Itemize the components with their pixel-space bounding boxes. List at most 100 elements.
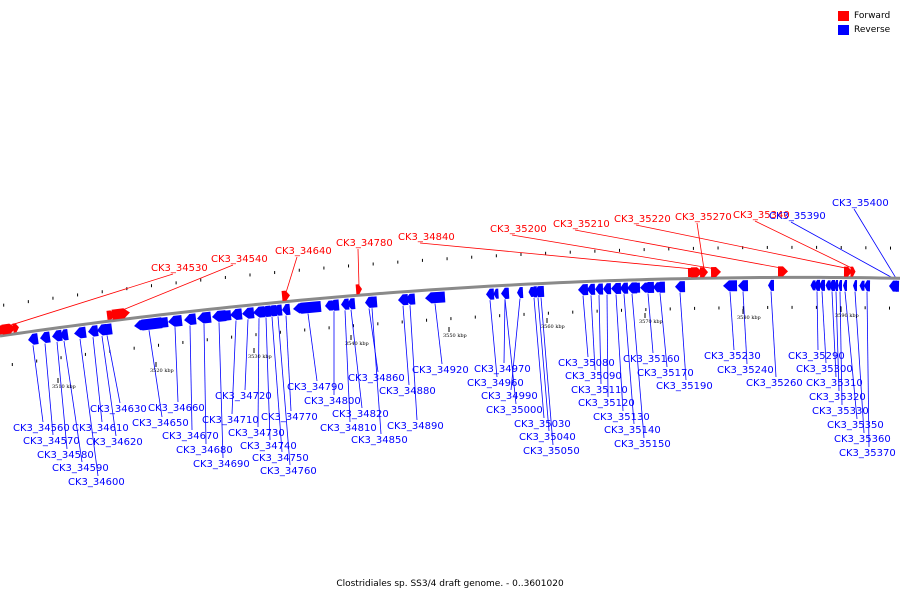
reverse-gene-arrow	[425, 291, 446, 304]
reverse-gene-label: CK3_34680	[176, 445, 233, 456]
reverse-leader	[344, 310, 351, 423]
reverse-gene-arrow	[274, 304, 283, 316]
reverse-gene-label: CK3_34750	[252, 453, 309, 464]
tick-labels: 3510 kbp 3520 kbp 3530 kbp 3540 kbp 3550 kbp…	[52, 307, 859, 390]
reverse-gene-label: CK3_34730	[228, 428, 285, 439]
reverse-gene-arrow	[40, 331, 51, 344]
reverse-gene-label: CK3_34740	[240, 441, 297, 452]
reverse-gene-label: CK3_35240	[717, 365, 774, 376]
reverse-gene-label: CK3_34800	[304, 396, 361, 407]
reverse-leader	[277, 316, 291, 466]
reverse-gene-label: CK3_35160	[623, 354, 680, 365]
reverse-gene-label: CK3_35300	[796, 364, 853, 375]
reverse-gene-arrow	[282, 303, 291, 316]
reverse-gene-arrow	[642, 281, 655, 293]
reverse-gene-arrow	[838, 280, 843, 292]
reverse-gene-arrow	[675, 281, 686, 293]
reverse-gene-label: CK3_34710	[202, 415, 259, 426]
reverse-leader	[659, 293, 668, 368]
reverse-gene-arrow	[531, 286, 538, 298]
reverse-leader	[106, 335, 121, 404]
reverse-gene-arrow	[620, 282, 629, 294]
reverse-gene-label: CK3_34580	[37, 450, 94, 461]
legend-item-forward: Forward	[838, 9, 890, 23]
reverse-leader	[770, 291, 777, 378]
forward-gene-label: CK3_34780	[336, 238, 393, 249]
reverse-leader	[853, 208, 897, 279]
reverse-gene-label: CK3_35150	[614, 439, 671, 450]
forward-swatch	[838, 11, 849, 21]
reverse-leader	[368, 308, 379, 373]
reverse-leader	[623, 294, 635, 425]
tick-label: 3590 kbp	[835, 313, 859, 319]
reverse-leader	[101, 335, 117, 437]
reverse-gene-label: CK3_35360	[834, 434, 891, 445]
reverse-gene-arrow	[723, 280, 738, 292]
reverse-gene-label: CK3_35190	[656, 381, 713, 392]
leader-lines	[8, 208, 897, 477]
reverse-leader	[402, 305, 410, 386]
forward-leader	[419, 242, 698, 270]
reverse-gene-label: CK3_35120	[578, 398, 635, 409]
reverse-leader	[409, 305, 418, 421]
reverse-leader	[866, 291, 870, 448]
genome-caption: Clostridiales sp. SS3/4 draft genome. - …	[336, 579, 564, 589]
reverse-gene-arrow	[587, 283, 596, 295]
reverse-gene-label: CK3_34600	[68, 477, 125, 488]
reverse-leader	[821, 291, 827, 364]
reverse-leader	[203, 323, 207, 445]
reverse-gene-label: CK3_35350	[827, 420, 884, 431]
reverse-leader	[257, 318, 260, 428]
reverse-leader	[218, 322, 224, 459]
reverse-gene-label: CK3_34620	[86, 437, 143, 448]
reverse-gene-label: CK3_35370	[839, 448, 896, 459]
reverse-leader	[742, 291, 748, 365]
reverse-gene-arrow	[864, 280, 871, 292]
forward-leader	[696, 222, 705, 270]
reverse-gene-arrow	[60, 329, 69, 341]
tick-label: 3510 kbp	[52, 384, 76, 390]
reverse-gene-label: CK3_34880	[379, 386, 436, 397]
reverse-leader	[729, 291, 735, 351]
reverse-leader	[32, 345, 44, 423]
reverse-gene-arrow	[825, 280, 831, 291]
reverse-leader	[148, 330, 163, 418]
reverse-gene-label: CK3_35310	[806, 378, 863, 389]
reverse-gene-label: CK3_35050	[523, 446, 580, 457]
reverse-gene-arrow	[829, 280, 836, 292]
reverse-gene-label: CK3_34770	[261, 412, 318, 423]
forward-gene-arrow	[355, 284, 362, 295]
forward-leader	[635, 224, 849, 269]
forward-gene-arrow	[699, 267, 708, 278]
reverse-gene-arrow	[295, 300, 322, 314]
tick-label: 3540 kbp	[345, 341, 369, 347]
reverse-gene-arrow	[627, 282, 638, 294]
reverse-gene-arrow	[74, 326, 87, 339]
reverse-leader	[540, 297, 554, 446]
reverse-gene-label: CK3_35320	[809, 392, 866, 403]
reverse-leader	[63, 340, 83, 463]
forward-gene-label: CK3_35210	[553, 219, 610, 230]
reverse-leader	[504, 299, 517, 405]
reverse-leader	[350, 309, 363, 409]
reverse-gene-label: CK3_35290	[788, 351, 845, 362]
reverse-gene-arrow	[242, 307, 255, 319]
forward-gene-label: CK3_35340	[733, 210, 790, 221]
reverse-leader	[44, 343, 54, 436]
reverse-leader	[489, 300, 498, 378]
reverse-gene-label: CK3_34820	[332, 409, 389, 420]
reverse-gene-arrow	[184, 313, 197, 325]
reverse-gene-label: CK3_34610	[72, 423, 129, 434]
reverse-gene-label: CK3_34790	[287, 382, 344, 393]
reverse-leader	[307, 313, 318, 382]
reverse-gene-arrow	[834, 280, 839, 292]
tick-label: 3560 kbp	[541, 324, 565, 330]
forward-gene-label: CK3_34840	[398, 232, 455, 243]
reverse-gene-arrow	[768, 279, 775, 291]
tick-marks	[3, 245, 891, 367]
reverse-gene-arrow	[28, 333, 39, 345]
reverse-gene-label: CK3_34660	[148, 403, 205, 414]
reverse-gene-label: CK3_35140	[604, 425, 661, 436]
reverse-gene-arrow	[341, 298, 350, 310]
